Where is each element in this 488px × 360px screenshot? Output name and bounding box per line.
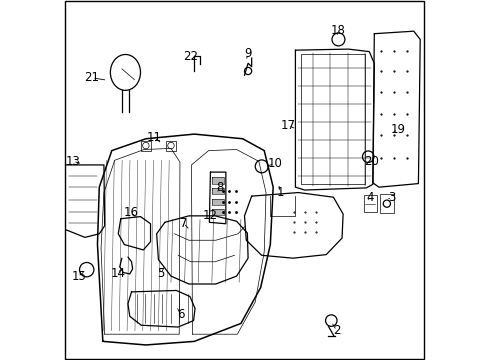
Text: 18: 18 bbox=[330, 24, 345, 37]
Text: 13: 13 bbox=[65, 155, 81, 168]
Text: 5: 5 bbox=[157, 267, 164, 280]
Text: 19: 19 bbox=[390, 123, 405, 136]
Text: 15: 15 bbox=[72, 270, 87, 283]
Text: 16: 16 bbox=[124, 206, 139, 219]
Text: 6: 6 bbox=[177, 308, 184, 321]
Text: 21: 21 bbox=[84, 71, 100, 84]
Bar bbox=[165, 140, 176, 150]
Text: 12: 12 bbox=[202, 209, 217, 222]
Text: 8: 8 bbox=[216, 181, 224, 194]
Text: 14: 14 bbox=[111, 267, 125, 280]
Text: 9: 9 bbox=[244, 47, 251, 60]
Text: 1: 1 bbox=[276, 186, 284, 199]
Text: 10: 10 bbox=[266, 157, 282, 170]
Text: 11: 11 bbox=[146, 131, 162, 144]
Bar bbox=[379, 194, 393, 213]
Bar bbox=[363, 195, 376, 212]
Text: 20: 20 bbox=[364, 155, 379, 168]
Text: 7: 7 bbox=[180, 216, 187, 230]
Text: 3: 3 bbox=[388, 191, 395, 204]
Text: 17: 17 bbox=[280, 119, 295, 132]
Text: 2: 2 bbox=[332, 324, 340, 337]
Text: 22: 22 bbox=[183, 50, 198, 63]
Bar bbox=[140, 140, 151, 150]
Text: 4: 4 bbox=[366, 191, 373, 204]
Bar bbox=[301, 54, 364, 184]
